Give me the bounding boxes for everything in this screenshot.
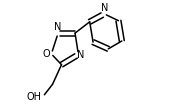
Text: N: N [101,3,108,13]
Text: OH: OH [27,92,42,102]
Text: N: N [54,22,62,32]
Text: O: O [43,49,51,59]
Text: N: N [77,50,85,59]
